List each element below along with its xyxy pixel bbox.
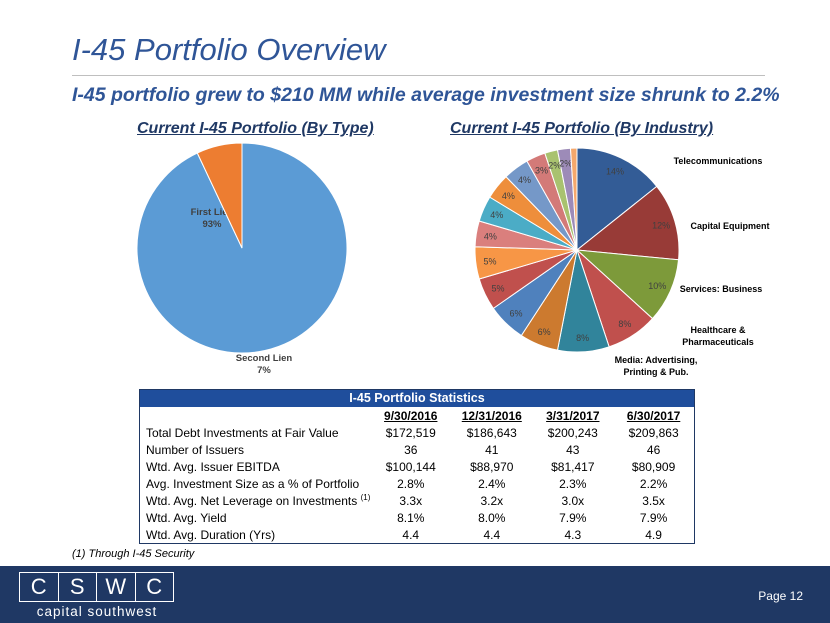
- row-label: Wtd. Avg. Net Leverage on Investments (1…: [140, 492, 370, 509]
- pie-percent-label: 6%: [509, 309, 522, 319]
- cell-value: 36: [404, 442, 418, 457]
- pie-percent-label: 10%: [648, 281, 666, 291]
- cell-value: 7.9%: [639, 510, 668, 525]
- slide-title: I-45 Portfolio Overview: [72, 32, 386, 67]
- pie-percent-label: 14%: [606, 166, 624, 176]
- pie-percent-label: 2%: [559, 159, 572, 169]
- cell-value: $80,909: [631, 459, 676, 474]
- stats-table-body: 9/30/2016 12/31/2016 3/31/2017 6/30/2017…: [140, 407, 694, 543]
- table-row: Wtd. Avg. Net Leverage on Investments (1…: [140, 492, 694, 509]
- pie-percent-label: 5%: [483, 257, 496, 267]
- cell-value: $81,417: [551, 459, 595, 474]
- pie-percent-label: 12%: [652, 221, 670, 231]
- pie-slice-label: Second Lien 7%: [236, 353, 293, 376]
- table-row: Wtd. Avg. Issuer EBITDA $100,144 $88,970…: [140, 458, 694, 475]
- stats-label-header: [140, 407, 370, 424]
- industry-chart-title: Current I-45 Portfolio (By Industry): [450, 120, 714, 137]
- pie-percent-label: 4%: [518, 175, 531, 185]
- slide-subtitle: I-45 portfolio grew to $210 MM while ave…: [72, 84, 780, 106]
- logo-letter: S: [57, 572, 97, 602]
- cell-value: 2.4%: [478, 476, 506, 491]
- table-row: Wtd. Avg. Yield 8.1% 8.0% 7.9% 7.9%: [140, 509, 694, 526]
- cell-value: $172,519: [385, 425, 436, 440]
- logo-letter: W: [96, 572, 136, 602]
- column-header: 12/31/2016: [461, 409, 522, 423]
- cell-value: 7.9%: [559, 510, 587, 525]
- footer-bar: [0, 566, 830, 623]
- cell-value: 3.3x: [399, 493, 423, 508]
- row-label: Wtd. Avg. Duration (Yrs): [146, 527, 276, 542]
- logo-letter-boxes: C S W C: [19, 572, 174, 602]
- cell-value: 3.5x: [642, 493, 665, 508]
- cell-value: $100,144: [385, 459, 436, 474]
- pie-percent-label: 4%: [490, 210, 503, 220]
- pie-percent-label: 8%: [618, 319, 631, 329]
- cell-value: $200,243: [547, 425, 598, 440]
- row-label: Wtd. Avg. Issuer EBITDA: [146, 459, 280, 474]
- pie-percent-label: 4%: [502, 191, 515, 201]
- table-row: Avg. Investment Size as a % of Portfolio…: [140, 475, 694, 492]
- stats-header-row: 9/30/2016 12/31/2016 3/31/2017 6/30/2017: [140, 407, 694, 424]
- title-divider: [72, 75, 765, 76]
- pie-slice-other-17: [569, 147, 578, 251]
- pie-category-label: Healthcare & Pharmaceuticals: [682, 325, 754, 347]
- footnote-marker: (1): [360, 493, 371, 502]
- type-pie-chart: First Lien 93% Second Lien 7%: [136, 142, 348, 376]
- logo-letter: C: [134, 572, 174, 602]
- logo-tagline: capital southwest: [36, 604, 158, 619]
- pie-category-label: Services: Business: [680, 284, 763, 294]
- stats-table-title: I-45 Portfolio Statistics: [140, 390, 694, 407]
- pie-category-label: Telecommunications: [674, 156, 763, 166]
- cell-value: 3.0x: [561, 493, 585, 508]
- pie-slice-telecommunications: [576, 147, 658, 252]
- footnote: (1) Through I-45 Security: [72, 548, 195, 560]
- row-label: Total Debt Investments at Fair Value: [146, 425, 339, 440]
- industry-pie-chart: 14% Telecommunications 12% Capital Equipmen…: [474, 147, 770, 377]
- page-number: Page 12: [758, 589, 803, 603]
- cell-value: 4.4: [402, 527, 420, 542]
- cell-value: $186,643: [466, 425, 517, 440]
- type-chart-title: Current I-45 Portfolio (By Type): [137, 120, 374, 137]
- pie-slice-label: First Lien 93%: [191, 207, 234, 230]
- row-label-text: Wtd. Avg. Net Leverage on Investments: [146, 494, 358, 508]
- cell-value: 41: [485, 442, 499, 457]
- row-label: Number of Issuers: [146, 442, 245, 457]
- column-header: 6/30/2017: [626, 409, 681, 423]
- cell-value: 46: [646, 442, 661, 457]
- table-row: Wtd. Avg. Duration (Yrs) 4.4 4.4 4.3 4.9: [140, 526, 694, 543]
- pie-category-label: Capital Equipment: [690, 221, 769, 231]
- cell-value: $209,863: [628, 425, 679, 440]
- row-label: Wtd. Avg. Yield: [146, 510, 227, 525]
- cell-value: 4.9: [645, 527, 662, 542]
- pie-category-label: Media: Advertising, Printing & Pub.: [615, 355, 698, 377]
- cell-value: 4.4: [483, 527, 501, 542]
- row-label: Avg. Investment Size as a % of Portfolio: [146, 476, 360, 491]
- cell-value: 2.8%: [397, 476, 425, 491]
- table-row: Total Debt Investments at Fair Value $17…: [140, 424, 694, 441]
- cell-value: 3.2x: [480, 493, 504, 508]
- cell-value: 8.0%: [478, 510, 506, 525]
- pie-percent-label: 5%: [491, 284, 504, 294]
- pie-percent-label: 4%: [484, 231, 497, 241]
- pie-percent-label: 8%: [576, 333, 589, 343]
- pie-percent-label: 6%: [538, 327, 551, 337]
- cell-value: 8.1%: [397, 510, 425, 525]
- pie-slice-second-lien: [196, 142, 243, 249]
- cell-value: $88,970: [470, 459, 514, 474]
- pie-slice-capital-equipment: [575, 185, 680, 261]
- cell-value: 2.2%: [639, 476, 668, 491]
- table-row: Number of Issuers 36 41 43 46: [140, 441, 694, 458]
- pie-percent-label: 3%: [535, 165, 548, 175]
- logo-letter: C: [19, 572, 59, 602]
- pie-percent-label: 2%: [548, 161, 561, 171]
- cell-value: 4.3: [564, 527, 582, 542]
- cell-value: 2.3%: [559, 476, 587, 491]
- portfolio-statistics-table: I-45 Portfolio Statistics 9/30/2016 12/3…: [139, 389, 695, 544]
- cell-value: 43: [566, 442, 580, 457]
- column-header: 3/31/2017: [546, 409, 600, 423]
- company-logo: C S W C capital southwest: [16, 566, 178, 623]
- column-header: 9/30/2016: [384, 409, 438, 423]
